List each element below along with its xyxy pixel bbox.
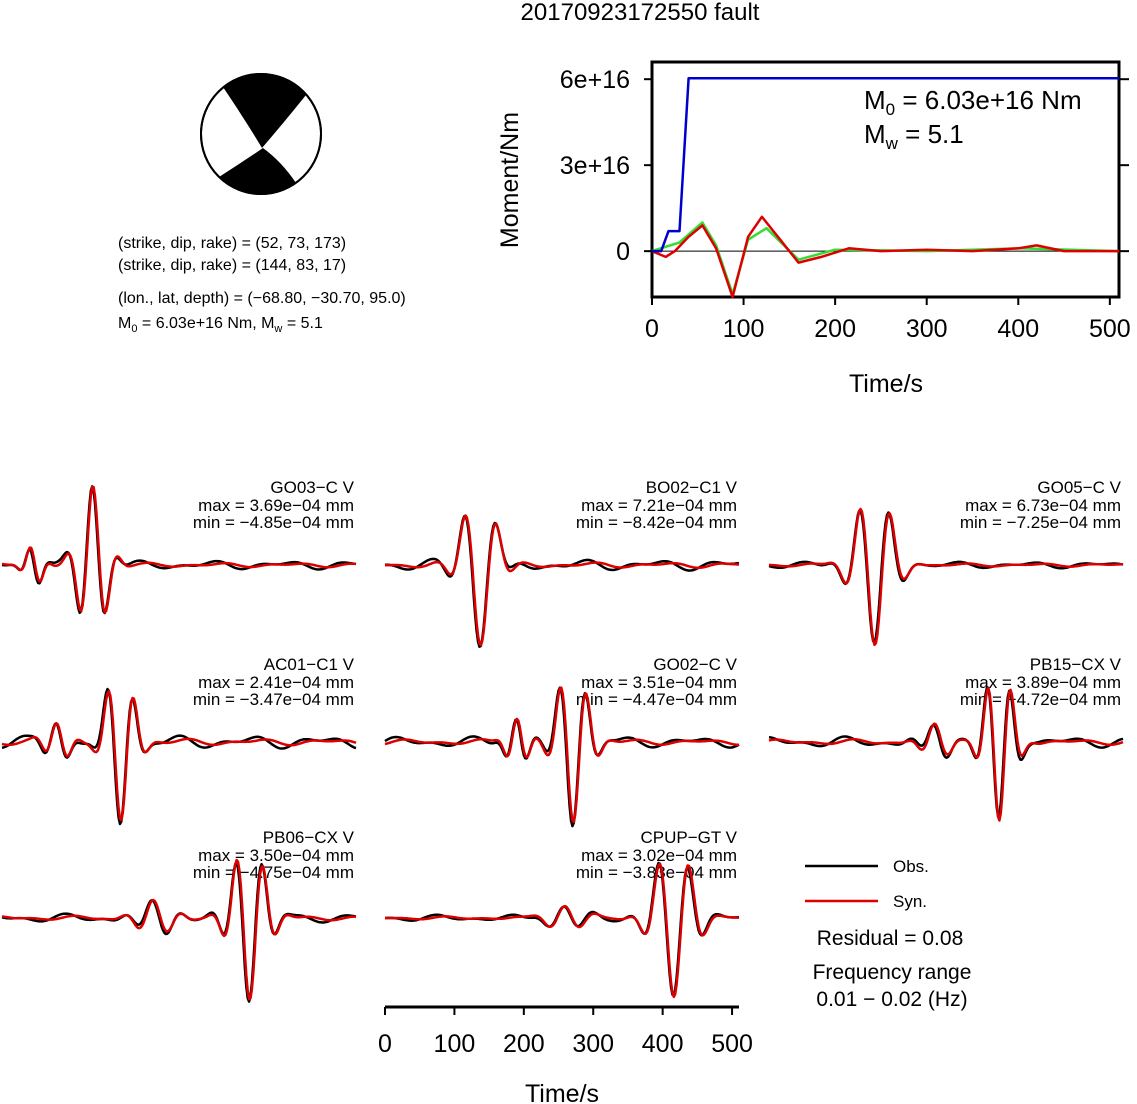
station-name: GO02−C V — [653, 655, 737, 674]
waveform-xtick-label: 200 — [503, 1030, 545, 1058]
synthetic-trace — [1, 858, 356, 1001]
moment-xtick-label: 500 — [1089, 315, 1131, 343]
moment-xtick-label: 100 — [723, 315, 765, 343]
synthetic-trace — [384, 862, 740, 999]
station-max: max = 3.51e−04 mm — [581, 673, 737, 692]
station-max: max = 7.21e−04 mm — [581, 496, 737, 515]
moment-xtick-label: 400 — [997, 315, 1039, 343]
station-min: min = −4.75e−04 mm — [193, 863, 354, 882]
station-max: max = 6.73e−04 mm — [965, 496, 1121, 515]
moment-ytick-label: 3e+16 — [560, 152, 630, 180]
moment-xtick-label: 0 — [645, 315, 659, 343]
frequency-value: 0.01 − 0.02 (Hz) — [816, 988, 967, 1011]
station-name: AC01−C1 V — [264, 655, 355, 674]
station-name: CPUP−GT V — [640, 828, 737, 847]
residual-text: Residual = 0.08 — [817, 927, 964, 950]
station-max: max = 3.69e−04 mm — [198, 496, 354, 515]
moment-ytick-label: 0 — [616, 238, 630, 266]
observed-trace — [384, 514, 740, 648]
moment-rate-plot: 0 100 200 300 400 500 0 3e+16 6e+16 M0 = 6.03e+1… — [496, 60, 1131, 398]
observed-trace — [385, 861, 740, 998]
moment-xtick-label: 200 — [814, 315, 856, 343]
figure-title: 20170923172550 fault — [521, 0, 760, 26]
station-max: max = 2.41e−04 mm — [198, 673, 354, 692]
station-min: min = −4.47e−04 mm — [576, 690, 737, 709]
station-max: max = 3.02e−04 mm — [581, 846, 737, 865]
synthetic-trace — [768, 507, 1123, 647]
synthetic-trace — [384, 514, 739, 647]
mechanism-info: (strike, dip, rake) = (52, 73, 173) (str… — [118, 235, 406, 335]
station-min: min = −4.72e−04 mm — [960, 690, 1121, 709]
mechanism-magnitude: M0 = 6.03e+16 Nm, Mw = 5.1 — [118, 315, 323, 335]
moment-series-line-2 — [651, 221, 1120, 296]
station-name: PB06−CX V — [263, 828, 355, 847]
waveform-xtick-label: 0 — [378, 1030, 392, 1058]
station-name: BO02−C1 V — [646, 478, 738, 497]
mechanism-line-3: (lon., lat, depth) = (−68.80, −30.70, 95… — [118, 290, 406, 307]
station-min: min = −4.85e−04 mm — [193, 513, 354, 532]
moment-ylabel: Moment/Nm — [496, 112, 524, 248]
moment-xlabel: Time/s — [849, 370, 923, 398]
waveform-xtick-label: 300 — [572, 1030, 614, 1058]
waveform-xlabel: Time/s — [525, 1080, 599, 1104]
station-name: GO05−C V — [1037, 478, 1121, 497]
moment-axes: 0 100 200 300 400 500 0 3e+16 6e+16 — [560, 66, 1131, 343]
station-name: PB15−CX V — [1030, 655, 1122, 674]
mechanism-line-1: (strike, dip, rake) = (52, 73, 173) — [118, 235, 346, 252]
moment-plot-frame — [650, 60, 1121, 299]
moment-xtick-label: 300 — [906, 315, 948, 343]
synthetic-trace — [1, 689, 357, 822]
moment-ytick-label: 6e+16 — [560, 66, 630, 94]
observed-trace — [1, 687, 357, 826]
station-max: max = 3.89e−04 mm — [965, 673, 1121, 692]
mechanism-line-2: (strike, dip, rake) = (144, 83, 17) — [118, 257, 346, 274]
waveform-xtick-label: 400 — [642, 1030, 684, 1058]
moment-mw-annotation: Mw = 5.1 — [864, 119, 964, 153]
beachball — [200, 73, 322, 195]
synthetic-trace — [384, 686, 739, 824]
frequency-label: Frequency range — [813, 961, 972, 984]
moment-series-line-0 — [652, 77, 1119, 253]
moment-series — [651, 77, 1120, 299]
station-min: min = −7.25e−04 mm — [960, 513, 1121, 532]
legend-obs-label: Obs. — [893, 857, 929, 876]
synthetic-trace — [1, 485, 357, 614]
waveform-xtick-label: 100 — [434, 1030, 476, 1058]
observed-trace — [1, 861, 357, 1003]
moment-m0-annotation: M0 = 6.03e+16 Nm — [864, 85, 1082, 119]
legend: Obs. Syn. Residual = 0.08 Frequency rang… — [805, 857, 971, 1011]
waveform-time-axis: 0 100 200 300 400 500 — [378, 1005, 753, 1058]
station-name: GO03−C V — [270, 478, 354, 497]
waveform-xtick-label: 500 — [711, 1030, 753, 1058]
moment-series-line-1 — [651, 215, 1119, 299]
synthetic-trace — [768, 686, 1124, 822]
legend-syn-label: Syn. — [893, 892, 927, 911]
station-min: min = −3.47e−04 mm — [193, 690, 354, 709]
station-min: min = −8.42e−04 mm — [576, 513, 737, 532]
